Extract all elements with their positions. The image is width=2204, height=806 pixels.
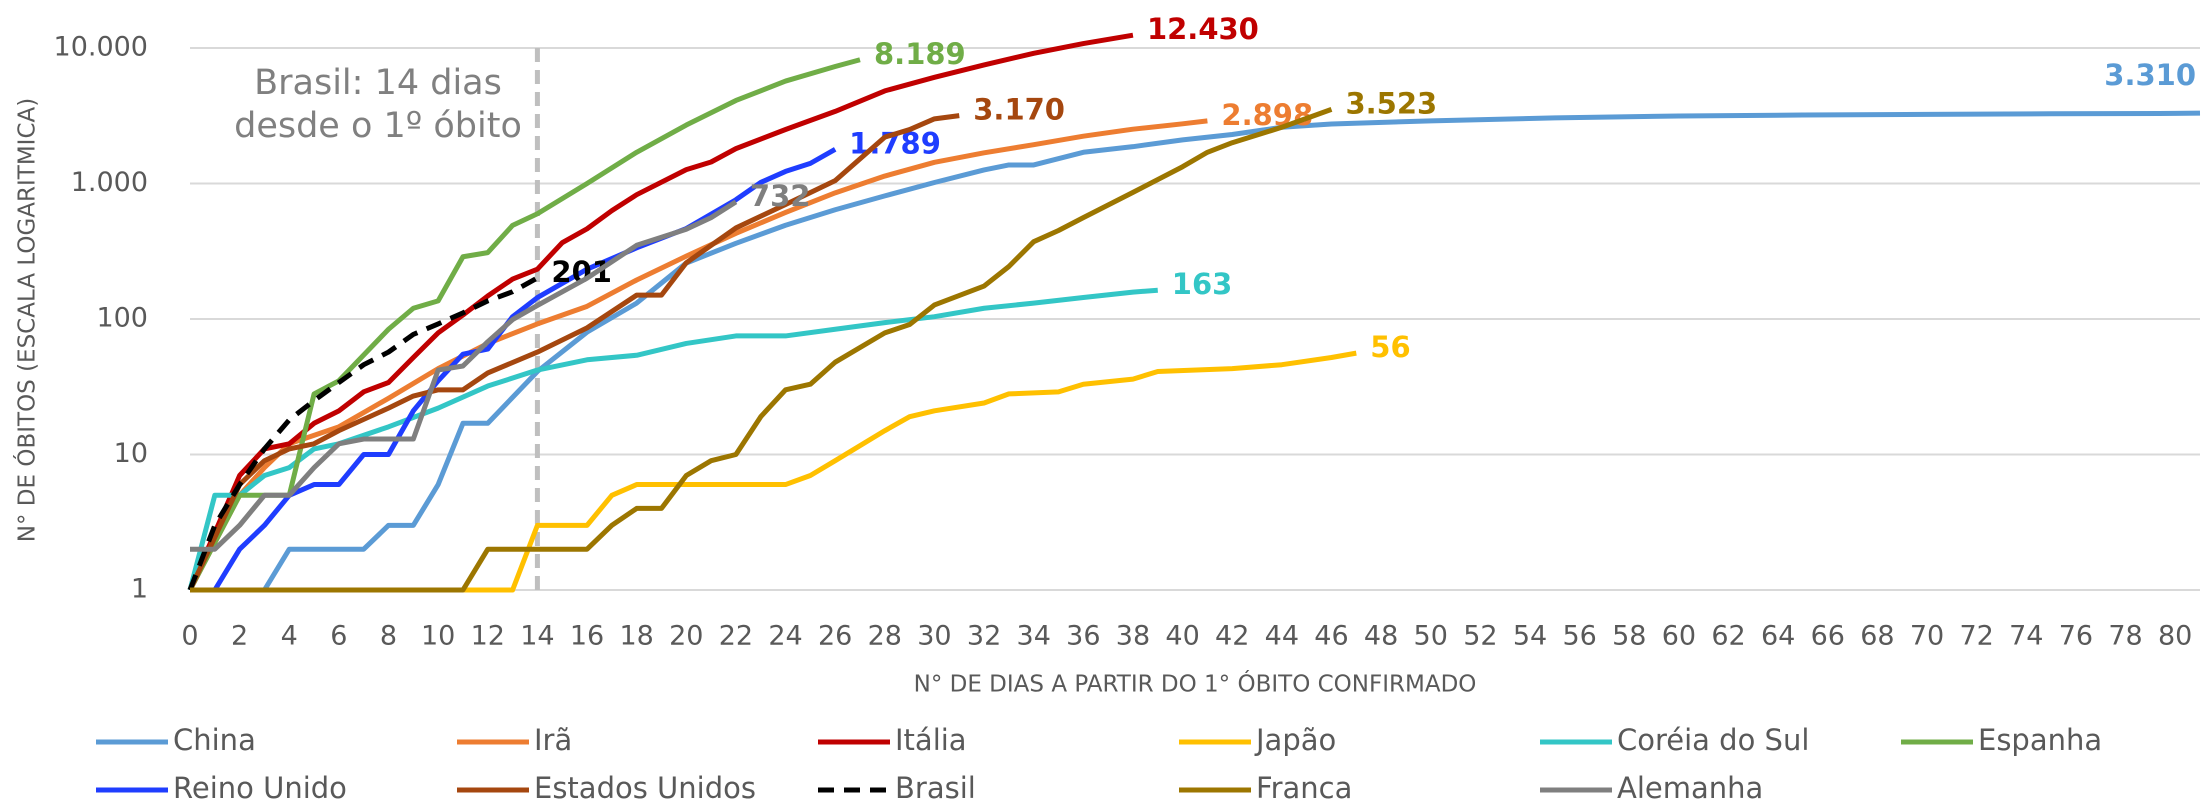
legend-label: Franca <box>1256 771 1352 805</box>
x-tick-label: 16 <box>570 621 604 652</box>
x-tick-label: 56 <box>1562 621 1596 652</box>
x-tick-label: 18 <box>619 621 653 652</box>
x-tick-label: 40 <box>1165 621 1199 652</box>
end-label: 2.898 <box>1221 98 1313 132</box>
x-tick-label: 0 <box>181 621 198 652</box>
x-tick-label: 38 <box>1116 621 1150 652</box>
series-line <box>262 110 2201 592</box>
x-tick-label: 54 <box>1513 621 1547 652</box>
legend-label: Espanha <box>1978 723 2102 757</box>
series-line <box>187 113 960 592</box>
series-line <box>190 350 1357 593</box>
x-tick-label: 70 <box>1910 621 1944 652</box>
legend-label: Brasil <box>895 771 976 805</box>
x-tick-label: 48 <box>1364 621 1398 652</box>
x-tick-label: 72 <box>1959 621 1993 652</box>
y-tick-label: 10.000 <box>54 32 148 63</box>
x-tick-label: 20 <box>669 621 703 652</box>
end-label: 163 <box>1172 267 1233 301</box>
annotation-text: desde o 1º óbito <box>234 106 522 146</box>
end-label: 732 <box>750 179 811 213</box>
x-tick-label: 28 <box>868 621 902 652</box>
x-tick-label: 66 <box>1811 621 1845 652</box>
x-axis-label: N° DE DIAS A PARTIR DO 1° ÓBITO CONFIRMA… <box>914 670 1477 698</box>
series-line <box>187 57 861 592</box>
x-tick-label: 30 <box>917 621 951 652</box>
x-tick-label: 60 <box>1662 621 1696 652</box>
x-tick-label: 24 <box>768 621 802 652</box>
x-tick-label: 4 <box>281 621 298 652</box>
y-axis-label: N° DE ÓBITOS (ESCALA LOGARITMICA) <box>13 98 41 542</box>
legend-label: China <box>173 723 256 757</box>
y-tick-label: 1 <box>131 574 148 605</box>
annotation-text: Brasil: 14 dias <box>254 63 502 103</box>
x-tick-label: 36 <box>1066 621 1100 652</box>
series-line <box>190 147 837 593</box>
x-tick-label: 58 <box>1612 621 1646 652</box>
x-tick-label: 78 <box>2108 621 2142 652</box>
end-label: 56 <box>1370 330 1410 364</box>
y-tick-label: 10 <box>114 438 148 469</box>
series-line <box>187 287 1158 591</box>
x-tick-label: 34 <box>1017 621 1051 652</box>
series-line <box>187 32 1134 591</box>
x-tick-label: 46 <box>1314 621 1348 652</box>
x-tick-label: 22 <box>719 621 753 652</box>
end-label: 3.310 <box>2104 58 2196 92</box>
x-tick-label: 10 <box>421 621 455 652</box>
y-tick-label: 1.000 <box>71 167 148 198</box>
x-tick-label: 6 <box>330 621 347 652</box>
x-tick-label: 74 <box>2009 621 2043 652</box>
series-line <box>190 199 738 552</box>
x-tick-label: 32 <box>967 621 1001 652</box>
x-tick-label: 76 <box>2059 621 2093 652</box>
legend-label: Alemanha <box>1617 771 1763 805</box>
x-tick-label: 50 <box>1414 621 1448 652</box>
legend-label: Japão <box>1254 723 1336 757</box>
end-label: 8.189 <box>874 37 966 71</box>
x-tick-label: 26 <box>818 621 852 652</box>
end-label: 12.430 <box>1147 12 1259 46</box>
series-line <box>187 275 539 591</box>
end-label: 3.170 <box>973 93 1065 127</box>
legend-label: Itália <box>895 723 967 757</box>
x-tick-label: 64 <box>1761 621 1795 652</box>
x-tick-label: 62 <box>1711 621 1745 652</box>
legend-label: Reino Unido <box>173 771 347 805</box>
x-tick-label: 52 <box>1463 621 1497 652</box>
y-tick-label: 100 <box>96 303 148 334</box>
end-label: 3.523 <box>1345 86 1437 120</box>
series-line <box>190 107 1333 593</box>
series-line <box>187 118 1208 592</box>
x-tick-label: 14 <box>520 621 554 652</box>
x-tick-label: 2 <box>231 621 248 652</box>
x-tick-label: 80 <box>2158 621 2192 652</box>
x-tick-label: 12 <box>471 621 505 652</box>
legend-label: Irã <box>534 723 572 757</box>
legend-label: Estados Unidos <box>534 771 756 805</box>
x-tick-label: 68 <box>1860 621 1894 652</box>
x-tick-label: 44 <box>1265 621 1299 652</box>
legend-label: Coréia do Sul <box>1617 723 1809 757</box>
x-tick-label: 8 <box>380 621 397 652</box>
x-tick-label: 42 <box>1215 621 1249 652</box>
